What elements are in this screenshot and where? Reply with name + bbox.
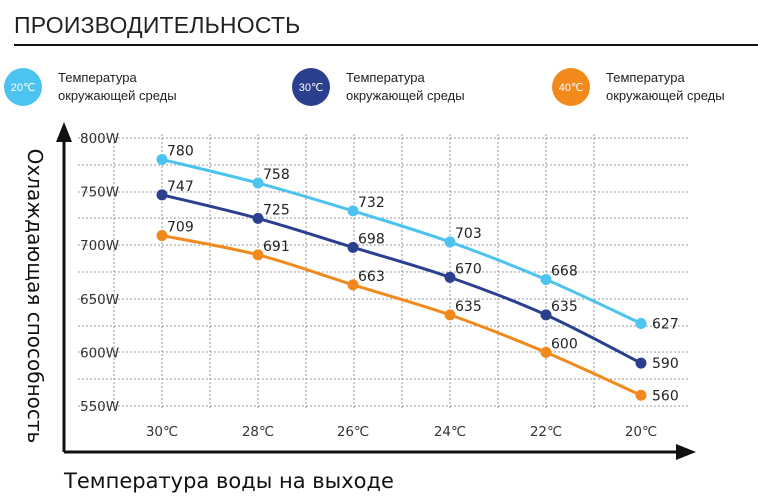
data-label: 691: [263, 239, 290, 255]
x-tick-label: 26℃: [337, 424, 369, 440]
data-point: [156, 153, 168, 165]
data-label: 668: [551, 264, 578, 280]
data-point: [347, 241, 359, 253]
data-point: [635, 389, 647, 401]
data-label: 663: [358, 269, 385, 285]
data-point: [156, 189, 168, 201]
data-label: 780: [167, 143, 194, 159]
y-axis-arrow: [56, 122, 72, 142]
data-label: 670: [455, 261, 482, 277]
data-label: 709: [167, 220, 194, 236]
data-point: [540, 309, 552, 321]
legend-line1: Температура: [58, 70, 137, 85]
legend-item-40: 40℃ Температура окружающей среды: [552, 68, 756, 106]
data-label: 703: [455, 226, 482, 242]
x-axis-arrow: [676, 444, 696, 460]
data-point: [444, 236, 456, 248]
y-tick-label: 650W: [80, 292, 119, 308]
y-tick-label: 800W: [80, 131, 119, 147]
legend-line1: Температура: [606, 70, 685, 85]
y-tick-label: 550W: [80, 399, 119, 415]
data-point: [252, 212, 264, 224]
data-point: [540, 346, 552, 358]
data-label: 590: [652, 356, 679, 372]
data-point: [156, 230, 168, 242]
x-tick-label: 28℃: [242, 424, 274, 440]
data-label: 758: [263, 167, 290, 183]
data-point: [252, 177, 264, 189]
data-point: [347, 205, 359, 217]
data-point: [444, 309, 456, 321]
y-tick-label: 750W: [80, 185, 119, 201]
page-title: ПРОИЗВОДИТЕЛЬНОСТЬ: [14, 12, 301, 38]
legend-line2: окружающей среды: [58, 88, 177, 103]
legend-item-30: 30℃ Температура окружающей среды: [292, 68, 496, 106]
x-tick-label: 22℃: [530, 424, 562, 440]
data-point: [252, 249, 264, 261]
data-label: 698: [358, 231, 385, 247]
data-point: [444, 271, 456, 283]
legend-text-20: Температура окружающей среды: [58, 69, 208, 105]
x-tick-label: 24℃: [434, 424, 466, 440]
legend-badge-20: 20℃: [4, 68, 42, 106]
legend-item-20: 20℃ Температура окружающей среды: [4, 68, 208, 106]
data-label: 635: [455, 299, 482, 315]
data-point: [635, 317, 647, 329]
data-point: [347, 279, 359, 291]
legend-line2: окружающей среды: [606, 88, 725, 103]
y-tick-label: 700W: [80, 238, 119, 254]
x-axis-title: Температура воды на выходе: [63, 469, 394, 493]
data-point: [540, 274, 552, 286]
legend-line1: Температура: [346, 70, 425, 85]
y-axis-title: Охлаждающая способность: [23, 149, 47, 444]
data-label: 627: [652, 316, 679, 332]
legend-badge-40: 40℃: [552, 68, 590, 106]
legend-badge-30: 30℃: [292, 68, 330, 106]
y-tick-label: 600W: [80, 345, 119, 361]
x-tick-label: 20℃: [625, 424, 657, 440]
data-label: 732: [358, 195, 385, 211]
data-label: 635: [551, 299, 578, 315]
data-label: 725: [263, 202, 290, 218]
data-label: 560: [652, 388, 679, 404]
legend-line2: окружающей среды: [346, 88, 465, 103]
legend-text-30: Температура окружающей среды: [346, 69, 496, 105]
data-label: 600: [551, 336, 578, 352]
data-label: 747: [167, 179, 194, 195]
data-point: [635, 357, 647, 369]
x-tick-label: 30℃: [146, 424, 178, 440]
legend-text-40: Температура окружающей среды: [606, 69, 756, 105]
title-divider: [14, 44, 758, 46]
